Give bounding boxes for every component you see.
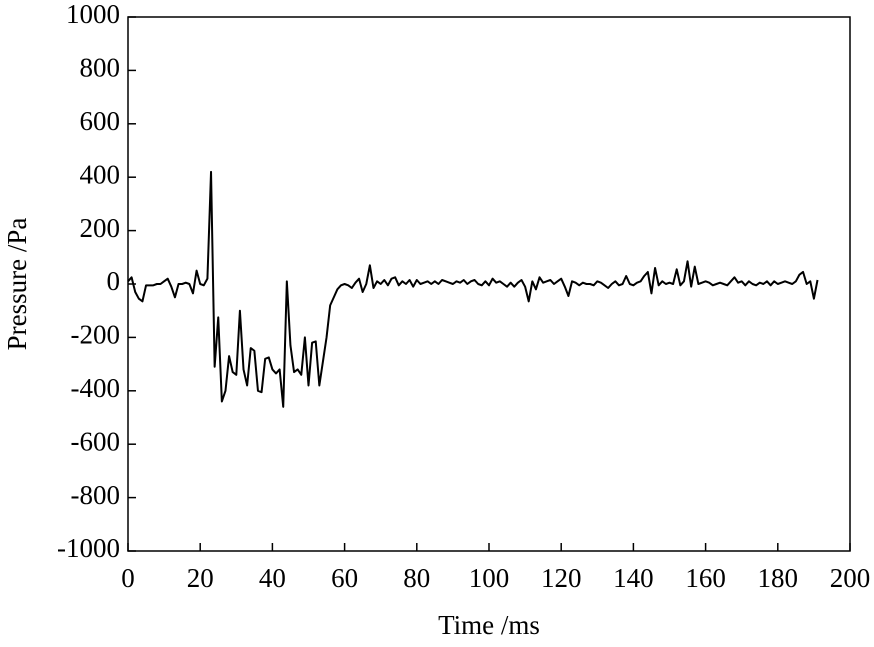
- y-tick-label: -200: [71, 320, 121, 350]
- x-axis-title: Time /ms: [438, 610, 540, 640]
- x-tick-label: 0: [121, 563, 135, 593]
- y-tick-label: -600: [71, 426, 121, 456]
- x-tick-label: 180: [758, 563, 799, 593]
- y-tick-label: 0: [107, 266, 121, 296]
- x-tick-label: 120: [541, 563, 582, 593]
- data-line: [127, 170, 819, 408]
- x-tick-label: 100: [469, 563, 510, 593]
- y-tick-label: 600: [80, 106, 121, 136]
- y-tick-label: -800: [71, 480, 121, 510]
- x-tick-label: 60: [331, 563, 358, 593]
- x-tick-label: 200: [830, 563, 871, 593]
- y-tick-label: -400: [71, 373, 121, 403]
- x-tick-label: 20: [187, 563, 214, 593]
- x-tick-label: 160: [685, 563, 726, 593]
- y-tick-label: 200: [80, 213, 121, 243]
- y-tick-label: 1000: [66, 0, 120, 29]
- y-axis-title: Pressure /Pa: [2, 218, 32, 351]
- x-tick-label: 40: [259, 563, 286, 593]
- x-tick-label: 80: [403, 563, 430, 593]
- y-tick-label: 800: [80, 53, 121, 83]
- x-tick-label: 140: [613, 563, 654, 593]
- y-tick-label: 400: [80, 159, 121, 189]
- y-tick-label: -1000: [57, 533, 120, 563]
